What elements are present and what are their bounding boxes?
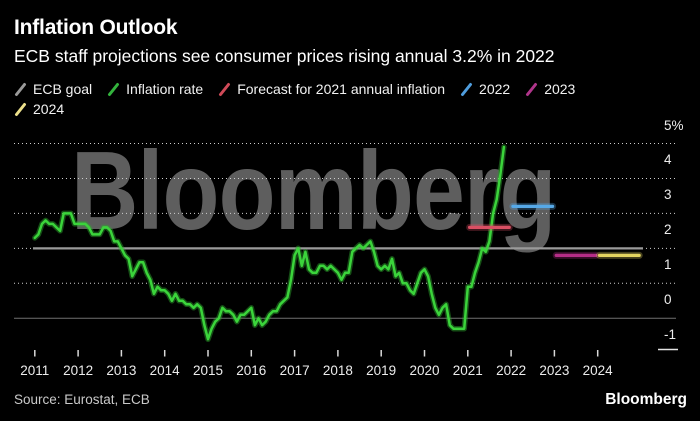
legend-item-ecb-goal: ECB goal xyxy=(14,81,92,97)
inflation-line-glow xyxy=(32,144,507,342)
legend-item-2022: 2022 xyxy=(460,81,510,97)
legend-item-forecast-2021: Forecast for 2021 annual inflation xyxy=(218,81,445,97)
chart-title: Inflation Outlook xyxy=(14,16,178,39)
legend-slash-icon xyxy=(526,82,538,96)
legend-item-inflation-rate: Inflation rate xyxy=(107,81,203,97)
legend-row-1: ECB goal Inflation rate Forecast for 202… xyxy=(14,79,674,99)
legend-slash-icon xyxy=(461,82,473,96)
legend-row-2: 2024 xyxy=(14,99,674,119)
legend-slash-icon xyxy=(108,82,120,96)
legend-slash-icon xyxy=(219,82,231,96)
legend-item-2023: 2023 xyxy=(525,81,575,97)
chart-legend: ECB goal Inflation rate Forecast for 202… xyxy=(14,79,674,119)
legend-label: Forecast for 2021 annual inflation xyxy=(237,81,446,97)
legend-slash-icon xyxy=(15,102,26,116)
legend-slash-icon xyxy=(15,82,26,96)
legend-label: 2023 xyxy=(544,81,576,97)
legend-label: Inflation rate xyxy=(126,81,204,97)
bloomberg-logo: Bloomberg xyxy=(605,391,687,408)
source-note: Source: Eurostat, ECB xyxy=(14,392,150,407)
legend-label: ECB goal xyxy=(33,81,93,97)
legend-item-2024: 2024 xyxy=(14,101,64,117)
legend-label: 2022 xyxy=(479,81,511,97)
legend-label: 2024 xyxy=(33,101,65,117)
inflation-line xyxy=(33,145,506,341)
chart-subtitle: ECB staff projections see consumer price… xyxy=(14,46,555,66)
